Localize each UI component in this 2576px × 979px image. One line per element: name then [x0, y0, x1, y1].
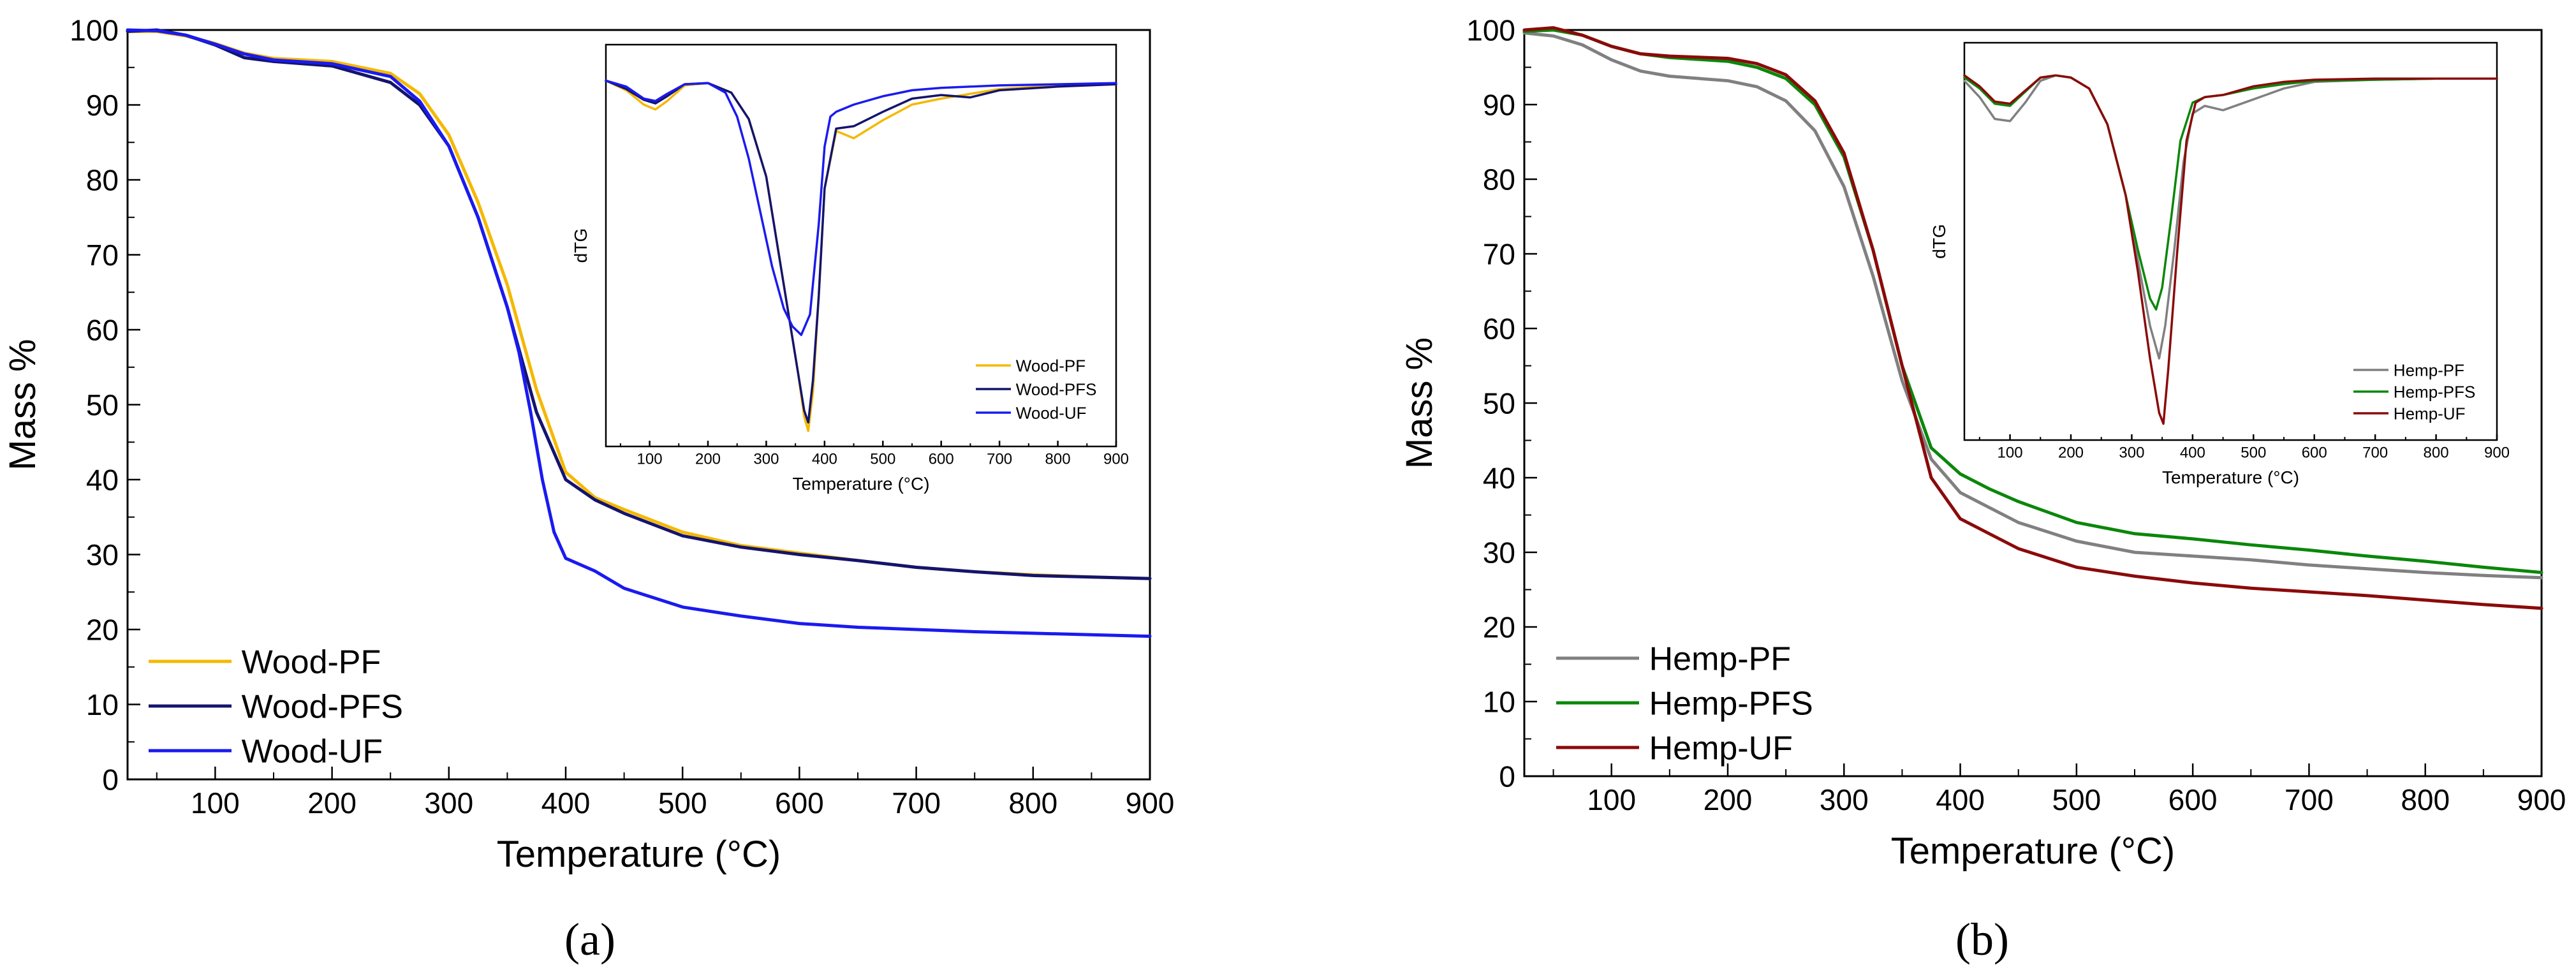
x-tick-label: 800	[1008, 786, 1057, 820]
y-tick-label: 60	[1483, 313, 1515, 346]
y-tick-label: 80	[1483, 163, 1515, 196]
y-axis-label: Mass %	[1399, 337, 1440, 469]
series-line-wood-pfs	[605, 79, 1117, 424]
y-tick-label: 40	[1483, 462, 1515, 495]
series-line-wood-uf	[126, 28, 1152, 638]
y-tick-label: 70	[1483, 238, 1515, 271]
x-tick-label: 100	[1998, 445, 2023, 462]
x-tick-label: 500	[870, 451, 895, 468]
x-tick-label: 100	[1587, 783, 1636, 816]
x-tick-label: 700	[987, 451, 1012, 468]
y-tick-label: 50	[86, 388, 119, 422]
x-tick-label: 200	[2058, 445, 2084, 462]
x-tick-label: 600	[2302, 445, 2327, 462]
x-tick-label: 700	[2285, 783, 2334, 816]
x-tick-label: 100	[191, 786, 240, 820]
y-tick-label: 90	[86, 89, 119, 122]
x-tick-label: 500	[2241, 445, 2266, 462]
x-tick-label: 800	[1045, 451, 1071, 468]
legend-label: Wood-UF	[1016, 403, 1087, 422]
x-tick-label: 800	[2401, 783, 2450, 816]
y-axis-label: dTG	[1929, 224, 1949, 258]
x-axis-label: Temperature (°C)	[497, 834, 781, 875]
y-tick-label: 30	[86, 538, 119, 571]
x-tick-label: 200	[695, 451, 721, 468]
x-tick-label: 900	[2484, 445, 2510, 462]
y-tick-label: 0	[1499, 760, 1515, 793]
x-tick-label: 300	[753, 451, 779, 468]
y-axis-label: Mass %	[2, 339, 43, 470]
x-tick-label: 600	[2168, 783, 2218, 816]
x-tick-label: 500	[2052, 783, 2101, 816]
x-tick-label: 900	[1126, 786, 1175, 820]
panel-b-label: (b)	[1955, 914, 2009, 965]
x-tick-label: 700	[892, 786, 941, 820]
y-tick-label: 40	[86, 464, 119, 497]
x-tick-label: 800	[2424, 445, 2449, 462]
chart-a-dtg-inset: 100 200 300 400 500 600 700 800 900 Temperature (…	[571, 43, 1129, 494]
x-tick-label: 400	[812, 451, 837, 468]
series-line-hemp-uf	[1522, 26, 2543, 610]
legend-label: Hemp-PFS	[1649, 686, 1813, 723]
x-tick-label: 900	[2517, 783, 2566, 816]
y-tick-label: 70	[86, 239, 119, 272]
x-tick-label: 600	[775, 786, 824, 820]
x-tick-label: 600	[929, 451, 954, 468]
plot-frame	[605, 43, 1117, 448]
legend-label: Hemp-PF	[1649, 641, 1791, 678]
legend-label: Wood-UF	[242, 733, 383, 770]
series-line-wood-pfs	[126, 28, 1152, 580]
y-tick-label: 100	[70, 14, 119, 47]
legend-label: Hemp-UF	[2394, 404, 2466, 423]
y-tick-label: 60	[86, 314, 119, 347]
legend-label: Wood-PFS	[242, 689, 403, 726]
series-line-wood-uf	[605, 79, 1117, 336]
x-tick-label: 400	[541, 786, 591, 820]
x-axis-label: Temperature (°C)	[2162, 467, 2299, 487]
series-line-hemp-pf	[1963, 74, 2498, 360]
y-tick-label: 100	[1466, 14, 1515, 47]
y-tick-label: 0	[102, 763, 119, 797]
legend-label: Hemp-PFS	[2394, 382, 2476, 401]
y-tick-label: 80	[86, 164, 119, 197]
y-tick-label: 10	[1483, 686, 1515, 719]
legend-label: Wood-PFS	[1016, 379, 1097, 399]
y-axis-label: dTG	[571, 228, 591, 263]
y-tick-label: 30	[1483, 536, 1515, 570]
legend-label: Hemp-PF	[2394, 360, 2464, 379]
legend-label: Wood-PF	[1016, 356, 1086, 375]
x-axis-label: Temperature (°C)	[1891, 830, 2175, 872]
x-tick-label: 400	[1936, 783, 1985, 816]
plot-frame	[1963, 41, 2498, 441]
panel-a-label: (a)	[564, 914, 615, 965]
y-tick-label: 20	[1483, 611, 1515, 644]
x-tick-label: 300	[1820, 783, 1869, 816]
y-tick-label: 50	[1483, 387, 1515, 420]
x-tick-label: 100	[637, 451, 663, 468]
y-tick-label: 10	[86, 688, 119, 721]
series-line-hemp-uf	[1963, 74, 2498, 425]
x-tick-label: 200	[307, 786, 357, 820]
x-tick-label: 200	[1704, 783, 1753, 816]
x-tick-label: 300	[424, 786, 473, 820]
x-tick-label: 300	[2119, 445, 2144, 462]
chart-b-dtg-inset: 100 200 300 400 500 600 700 800 900 Temperature (…	[1929, 41, 2510, 487]
x-tick-label: 400	[2180, 445, 2205, 462]
x-tick-label: 700	[2362, 445, 2388, 462]
legend-label: Hemp-UF	[1649, 730, 1793, 767]
legend-label: Wood-PF	[242, 644, 381, 681]
y-tick-label: 90	[1483, 89, 1515, 122]
x-axis-label: Temperature (°C)	[792, 474, 929, 494]
x-tick-label: 500	[658, 786, 707, 820]
x-tick-label: 900	[1103, 451, 1129, 468]
y-tick-label: 20	[86, 614, 119, 647]
